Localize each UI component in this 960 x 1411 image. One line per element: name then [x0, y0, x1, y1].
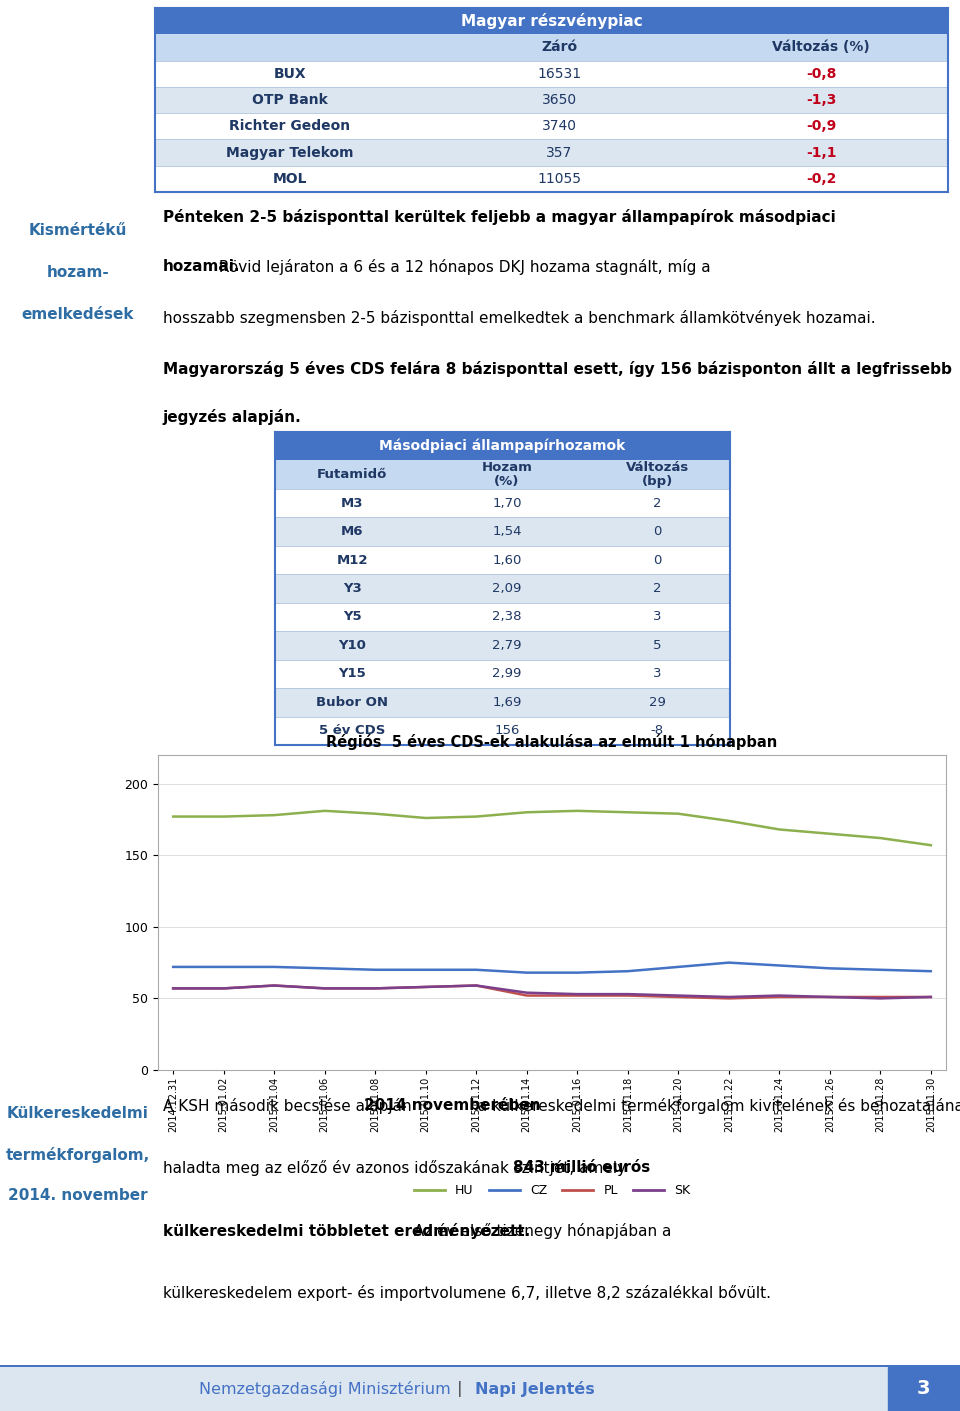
Text: 156: 156 [494, 724, 519, 738]
Text: haladta meg az előző év azonos időszakának szintjét, amely: haladta meg az előző év azonos időszakán… [163, 1160, 631, 1177]
Text: Hozam
(%): Hozam (%) [482, 461, 533, 488]
Text: Bubor ON: Bubor ON [317, 696, 389, 708]
Text: -0,9: -0,9 [806, 120, 836, 133]
Text: 1,69: 1,69 [492, 696, 521, 708]
Text: 0: 0 [653, 525, 661, 538]
Text: 11055: 11055 [538, 172, 582, 186]
Text: hosszabb szegmensben 2-5 bázisponttal emelkedtek a benchmark államkötvények hoza: hosszabb szegmensben 2-5 bázisponttal em… [163, 310, 876, 326]
Text: Magyarország 5 éves CDS felára 8 bázisponttal esett, így 156 bázisponton állt a : Magyarország 5 éves CDS felára 8 bázispo… [163, 361, 951, 377]
Text: 2: 2 [653, 497, 661, 509]
Text: külkereskedelem export- és importvolumene 6,7, illetve 8,2 százalékkal bővült.: külkereskedelem export- és importvolumen… [163, 1285, 771, 1301]
Text: Magyar részvénypiac: Magyar részvénypiac [461, 13, 642, 30]
Text: M12: M12 [337, 553, 368, 567]
Text: -0,2: -0,2 [806, 172, 836, 186]
Text: Kismértékű: Kismértékű [29, 223, 127, 238]
Text: 2,09: 2,09 [492, 581, 521, 595]
Text: 3740: 3740 [542, 120, 577, 133]
Text: 2014. november: 2014. november [9, 1188, 148, 1204]
Text: Magyar Telekom: Magyar Telekom [226, 145, 353, 159]
Text: 3: 3 [653, 611, 661, 624]
Text: A KSH második becslése alapján: A KSH második becslése alapján [163, 1098, 417, 1113]
Text: 29: 29 [649, 696, 665, 708]
Text: -1,3: -1,3 [806, 93, 836, 107]
Bar [888, 1367, 960, 1411]
Text: Változás
(bp): Változás (bp) [626, 461, 689, 488]
Text: 0: 0 [653, 553, 661, 567]
Text: Külkereskedelmi: Külkereskedelmi [7, 1105, 149, 1120]
Text: hozam-: hozam- [47, 265, 109, 279]
Text: Másodpiaci állampapírhozamok: Másodpiaci állampapírhozamok [379, 439, 626, 453]
Text: 2: 2 [653, 581, 661, 595]
Text: termékforgalom,: termékforgalom, [6, 1147, 150, 1163]
Text: -0,8: -0,8 [806, 66, 836, 80]
Text: Változás (%): Változás (%) [772, 41, 870, 55]
Text: 1,70: 1,70 [492, 497, 522, 509]
Text: 1,54: 1,54 [492, 525, 522, 538]
Text: Y10: Y10 [339, 639, 367, 652]
Text: 1,60: 1,60 [492, 553, 521, 567]
Text: 5: 5 [653, 639, 661, 652]
Text: M3: M3 [341, 497, 364, 509]
Text: |: | [452, 1381, 468, 1397]
Text: 843 millió eurós: 843 millió eurós [513, 1160, 650, 1175]
Text: Napi Jelentés: Napi Jelentés [475, 1381, 595, 1397]
Text: jegyzés alapján.: jegyzés alapján. [163, 409, 301, 425]
Text: a külkereskedelmi termékforgalom kivitelének és behozatalának volumene egyaránt : a külkereskedelmi termékforgalom kivitel… [473, 1098, 960, 1113]
Text: Y3: Y3 [343, 581, 362, 595]
Text: 357: 357 [546, 145, 572, 159]
Text: 3: 3 [917, 1380, 930, 1398]
Text: hozamai.: hozamai. [163, 260, 240, 274]
Text: 3: 3 [653, 667, 661, 680]
Text: 16531: 16531 [538, 66, 582, 80]
Text: 3650: 3650 [541, 93, 577, 107]
Text: OTP Bank: OTP Bank [252, 93, 327, 107]
Text: külkereskedelmi többletet eredményezett.: külkereskedelmi többletet eredményezett. [163, 1222, 530, 1239]
Text: 2014 novemberében: 2014 novemberében [364, 1098, 540, 1113]
Title: Régiós  5 éves CDS-ek alakulása az elmúlt 1 hónapban: Régiós 5 éves CDS-ek alakulása az elmúlt… [326, 734, 778, 749]
Text: 5 év CDS: 5 év CDS [319, 724, 386, 738]
Text: 2,38: 2,38 [492, 611, 522, 624]
Text: 2,79: 2,79 [492, 639, 522, 652]
Legend: HU, CZ, PL, SK: HU, CZ, PL, SK [409, 1180, 695, 1202]
Text: M6: M6 [341, 525, 364, 538]
Text: Richter Gedeon: Richter Gedeon [229, 120, 350, 133]
Text: MOL: MOL [273, 172, 307, 186]
Text: Záró: Záró [541, 41, 578, 55]
Text: Nemzetgazdasági Minisztérium: Nemzetgazdasági Minisztérium [200, 1381, 451, 1397]
Text: 2,99: 2,99 [492, 667, 521, 680]
Text: Futamidő: Futamidő [317, 468, 388, 481]
Text: emelkedések: emelkedések [22, 308, 134, 322]
Text: Pénteken 2-5 bázisponttal kerültek feljebb a magyar állampapírok másodpiaci: Pénteken 2-5 bázisponttal kerültek felje… [163, 209, 835, 224]
Text: Y5: Y5 [343, 611, 362, 624]
Text: BUX: BUX [274, 66, 306, 80]
Text: Az év első tizenegy hónapjában a: Az év első tizenegy hónapjában a [409, 1222, 671, 1239]
Text: -8: -8 [651, 724, 663, 738]
Text: Rövid lejáraton a 6 és a 12 hónapos DKJ hozama stagnált, míg a: Rövid lejáraton a 6 és a 12 hónapos DKJ … [214, 260, 711, 275]
Text: Y15: Y15 [339, 667, 366, 680]
Text: -1,1: -1,1 [805, 145, 836, 159]
